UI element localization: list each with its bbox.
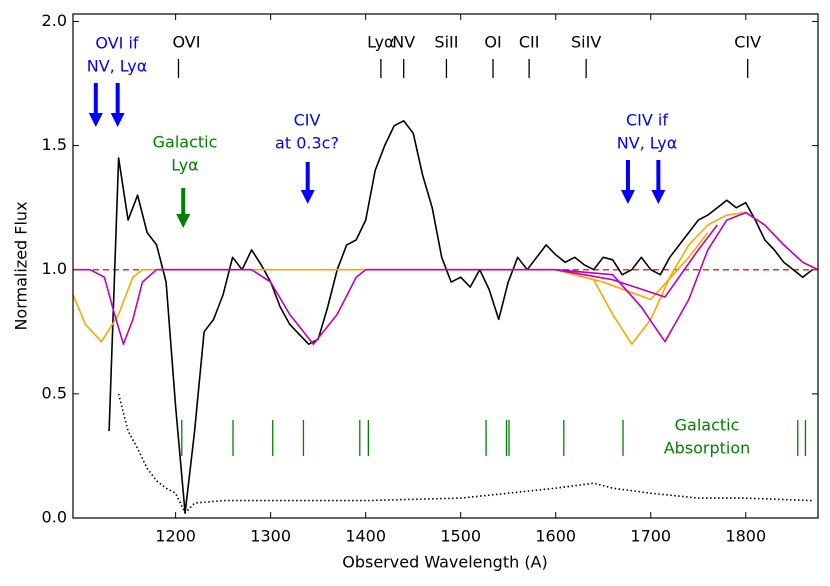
x-tick-label: 1200 xyxy=(155,527,196,546)
annotation-text: at 0.3c? xyxy=(275,134,339,153)
y-tick-label: 0.0 xyxy=(42,508,67,527)
line-marker-label: OI xyxy=(484,33,501,52)
spectrum-line xyxy=(73,211,818,345)
x-tick-label: 1800 xyxy=(725,527,766,546)
plot-area xyxy=(73,120,818,514)
annotation-arrowhead xyxy=(176,214,191,228)
annotation-arrowhead xyxy=(651,190,666,204)
line-marker-label: NV xyxy=(392,33,415,52)
line-marker-label: SiII xyxy=(434,33,458,52)
annotation-arrowhead xyxy=(88,113,103,127)
spectrum-line xyxy=(555,224,718,298)
spectrum-line xyxy=(555,232,709,301)
annotation-text: Lyα xyxy=(171,156,198,175)
annotation-arrowhead xyxy=(620,190,635,204)
y-tick-label: 2.0 xyxy=(42,11,67,30)
annotation-text: NV, Lyα xyxy=(87,57,148,76)
y-axis-label: Normalized Flux xyxy=(12,201,31,330)
annotation-text: NV, Lyα xyxy=(617,134,678,153)
y-tick-label: 1.0 xyxy=(42,259,67,278)
annotation-arrowhead xyxy=(110,113,125,127)
annotation-text: Absorption xyxy=(664,439,751,458)
spectrum-line xyxy=(73,211,818,345)
x-tick-label: 1300 xyxy=(250,527,291,546)
y-tick-label: 0.5 xyxy=(42,383,67,402)
line-marker-label: OVI xyxy=(172,33,200,52)
annotation-text: CIV if xyxy=(626,111,668,130)
line-marker-label: Lyα xyxy=(367,33,394,52)
x-tick-label: 1400 xyxy=(345,527,386,546)
line-marker-label: CIV xyxy=(734,33,761,52)
spectrum-line xyxy=(117,393,813,514)
x-tick-label: 1600 xyxy=(535,527,576,546)
annotation-text: OVI if xyxy=(95,34,139,53)
line-marker-label: CII xyxy=(519,33,540,52)
plot-frame xyxy=(72,13,819,519)
annotation-text: Galactic xyxy=(153,133,218,152)
line-marker-label: SiIV xyxy=(571,33,601,52)
x-tick-label: 1700 xyxy=(630,527,671,546)
annotation-text: Galactic xyxy=(675,416,740,435)
annotation-arrowhead xyxy=(300,190,315,204)
x-axis-label: Observed Wavelength (A) xyxy=(342,553,548,572)
y-tick-label: 1.5 xyxy=(42,135,67,154)
x-tick-label: 1500 xyxy=(440,527,481,546)
annotation-text: CIV xyxy=(294,111,321,130)
spectrum-line xyxy=(108,120,813,514)
